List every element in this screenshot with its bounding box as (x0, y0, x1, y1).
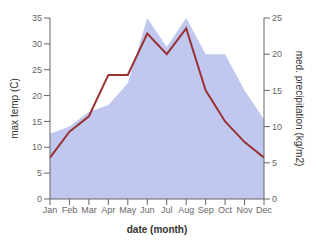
svg-text:Jul: Jul (161, 205, 173, 215)
svg-text:Oct: Oct (218, 205, 233, 215)
svg-text:Apr: Apr (101, 205, 115, 215)
svg-text:10: 10 (32, 142, 42, 152)
svg-text:date (month): date (month) (127, 224, 188, 235)
svg-text:Mar: Mar (81, 205, 97, 215)
svg-text:May: May (119, 205, 137, 215)
svg-text:max temp (C): max temp (C) (9, 78, 20, 139)
svg-text:Sep: Sep (198, 205, 214, 215)
svg-text:Dec: Dec (256, 205, 273, 215)
svg-text:5: 5 (37, 168, 42, 178)
svg-text:Jan: Jan (43, 205, 58, 215)
svg-text:med. precipitation (kg/m2): med. precipitation (kg/m2) (294, 51, 305, 167)
svg-text:10: 10 (272, 122, 282, 132)
svg-text:25: 25 (32, 65, 42, 75)
svg-text:30: 30 (32, 39, 42, 49)
svg-text:15: 15 (272, 86, 282, 96)
svg-text:5: 5 (272, 158, 277, 168)
svg-text:Nov: Nov (237, 205, 254, 215)
svg-text:Jun: Jun (140, 205, 155, 215)
svg-text:Feb: Feb (62, 205, 78, 215)
svg-text:35: 35 (32, 13, 42, 23)
svg-text:25: 25 (272, 13, 282, 23)
svg-text:Aug: Aug (178, 205, 194, 215)
svg-text:0: 0 (272, 194, 277, 204)
svg-text:15: 15 (32, 117, 42, 127)
svg-text:20: 20 (272, 49, 282, 59)
svg-text:20: 20 (32, 91, 42, 101)
svg-text:0: 0 (37, 194, 42, 204)
